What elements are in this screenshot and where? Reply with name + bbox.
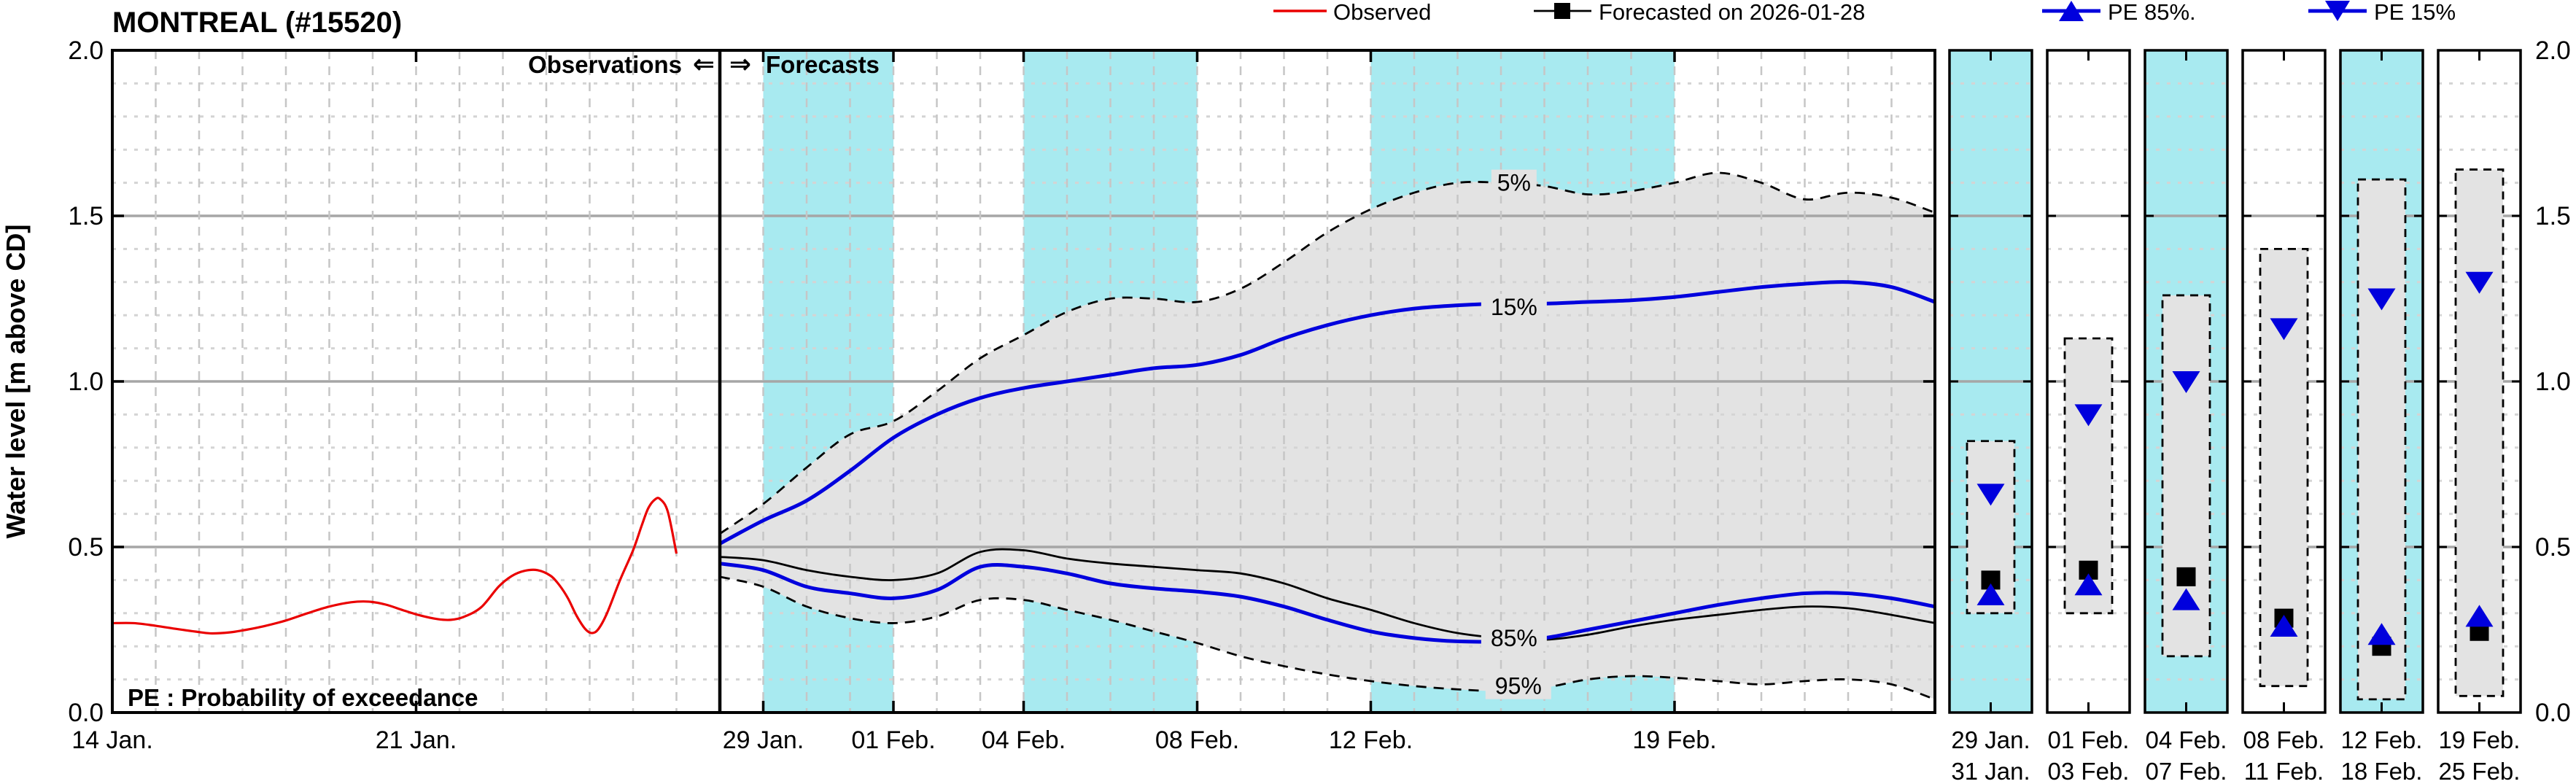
pe5-curve: [719, 171, 1936, 535]
y-tick-label-right: 1.0: [2535, 368, 2571, 396]
panel-pe15-marker: [2465, 271, 2494, 294]
legend-pe85-triangle-up-icon: [2059, 1, 2084, 21]
y-axis-title: Water level [m above CD]: [1, 225, 31, 539]
y-tick-label-right: 2.0: [2535, 36, 2571, 65]
y-tick-label-right: 1.5: [2535, 202, 2571, 230]
y-tick-label-right: 0.5: [2535, 533, 2571, 562]
panel-pe85-marker: [2270, 614, 2298, 637]
curve-label-backing: [1485, 672, 1551, 699]
observed-curve: [112, 497, 678, 635]
forecasts-label: Forecasts: [766, 51, 880, 78]
y-tick-label-left: 0.5: [68, 533, 104, 562]
x-tick-label: 01 Feb.: [851, 726, 935, 754]
x-tick-label: 08 Feb.: [1155, 726, 1239, 754]
pe85-curve: [719, 562, 1936, 644]
legend-forecast-label: Forecasted on 2026-01-28: [1599, 0, 1865, 25]
curve-label: 5%: [1497, 170, 1531, 196]
observations-label: Observations: [528, 51, 682, 78]
panel-pe15-marker: [2172, 371, 2200, 393]
panel-period-end-label: 11 Feb.: [2244, 758, 2324, 784]
page-title: MONTREAL (#15520): [112, 7, 402, 39]
y-tick-label-left: 0.0: [68, 699, 104, 727]
x-tick-label: 04 Feb.: [982, 726, 1066, 754]
panel-pe85-marker: [2465, 605, 2494, 627]
panel-period-end-label: 31 Jan.: [1951, 758, 2030, 784]
panel-pe85-marker: [1976, 583, 2005, 605]
curve-label: 85%: [1491, 625, 1537, 651]
legend-pe15-triangle-down-icon: [2325, 1, 2350, 21]
curve-label: 95%: [1495, 673, 1542, 699]
x-tick-label: 19 Feb.: [1632, 726, 1716, 754]
panel-pe15-marker: [2367, 288, 2396, 311]
arrow-left-icon: ⇐: [693, 49, 715, 79]
legend-pe15-label: PE 15%: [2374, 0, 2456, 25]
panel-pe85-marker: [2367, 623, 2396, 645]
curve-label-backing: [1481, 293, 1547, 320]
panel-period-start-label: 08 Feb.: [2243, 726, 2325, 753]
legend: Observed Forecasted on 2026-01-28 PE 85%…: [1273, 0, 2456, 25]
panel-period-start-label: 29 Jan.: [1951, 726, 2030, 753]
legend-observed-label: Observed: [1333, 0, 1431, 25]
panel-pe85-marker: [2172, 588, 2200, 610]
x-tick-label: 12 Feb.: [1329, 726, 1413, 754]
pe-definition-note: PE : Probability of exceedance: [128, 684, 478, 711]
y-tick-label-left: 1.0: [68, 368, 104, 396]
x-tick-label: 29 Jan.: [723, 726, 804, 754]
panel-pe15-marker: [1976, 484, 2005, 506]
chart-graphics: 14 Jan. 21 Jan. 29 Jan. 01 Feb. 04 Feb. 08 Fe…: [68, 36, 2570, 784]
panel-period-start-label: 12 Feb.: [2341, 726, 2423, 753]
panel-range-box: [2454, 168, 2505, 697]
panel-forecast-marker: [2176, 567, 2196, 586]
curve-label-backing: [1491, 169, 1537, 196]
pe15-curve: [718, 280, 1936, 546]
arrow-right-icon: ⇒: [729, 49, 751, 79]
legend-pe85-label: PE 85%.: [2108, 0, 2196, 25]
y-tick-label-left: 2.0: [68, 36, 104, 65]
curve-label-backing: [1481, 624, 1547, 651]
y-tick-label-left: 1.5: [68, 202, 104, 230]
panel-period-start-label: 01 Feb.: [2048, 726, 2130, 753]
panel-period-end-label: 03 Feb.: [2048, 758, 2130, 784]
panel-period-end-label: 25 Feb.: [2439, 758, 2521, 784]
panel-period-end-label: 07 Feb.: [2146, 758, 2227, 784]
panel-period-start-label: 19 Feb.: [2439, 726, 2521, 753]
panel-range-box: [2356, 178, 2407, 701]
panel-range-box: [1966, 440, 2016, 615]
panel-pe15-marker: [2074, 404, 2103, 427]
legend-forecast-square-icon: [1554, 3, 1570, 19]
y-tick-label-right: 0.0: [2535, 699, 2571, 727]
curve-label: 15%: [1491, 294, 1537, 320]
forecast-curve: [719, 548, 1936, 641]
panel-period-start-label: 04 Feb.: [2146, 726, 2227, 753]
panel-pe85-marker: [2074, 573, 2103, 596]
panel-pe15-marker: [2270, 318, 2298, 341]
x-tick-label: 21 Jan.: [376, 726, 457, 754]
x-tick-label: 14 Jan.: [71, 726, 153, 754]
panel-period-end-label: 18 Feb.: [2341, 758, 2423, 784]
